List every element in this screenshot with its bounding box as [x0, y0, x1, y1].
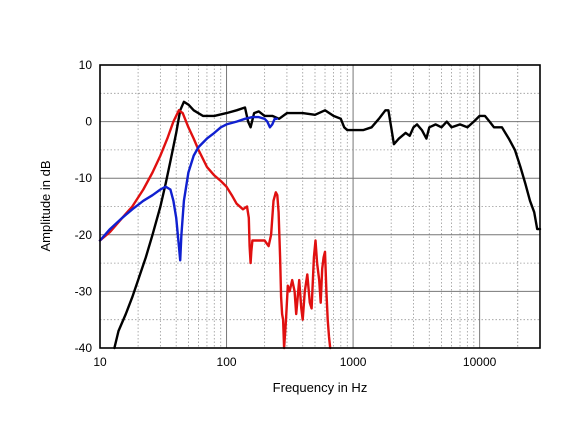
y-tick-label: 0	[85, 115, 92, 129]
y-tick-label: 10	[79, 58, 93, 72]
y-tick-label: -30	[75, 284, 93, 298]
x-tick-label: 10000	[463, 355, 497, 369]
series-line-black	[113, 100, 542, 350]
plot-frame	[99, 64, 541, 349]
series-layer	[98, 100, 542, 350]
y-axis-label: Amplitude in dB	[38, 160, 53, 251]
series-line-red	[98, 109, 332, 350]
y-tick-label: -20	[75, 228, 93, 242]
x-tick-label: 10	[93, 355, 107, 369]
y-tick-label: -10	[75, 171, 93, 185]
y-tick-labels: 10 0 -10 -20 -30 -40	[75, 58, 93, 355]
x-axis-label: Frequency in Hz	[273, 380, 368, 395]
series-line-blue	[98, 115, 279, 262]
x-tick-labels: 10 100 1000 10000	[93, 355, 496, 369]
x-tick-label: 100	[217, 355, 237, 369]
x-tick-label: 1000	[340, 355, 367, 369]
minor-grid	[100, 65, 541, 348]
y-tick-label: -40	[75, 341, 93, 355]
